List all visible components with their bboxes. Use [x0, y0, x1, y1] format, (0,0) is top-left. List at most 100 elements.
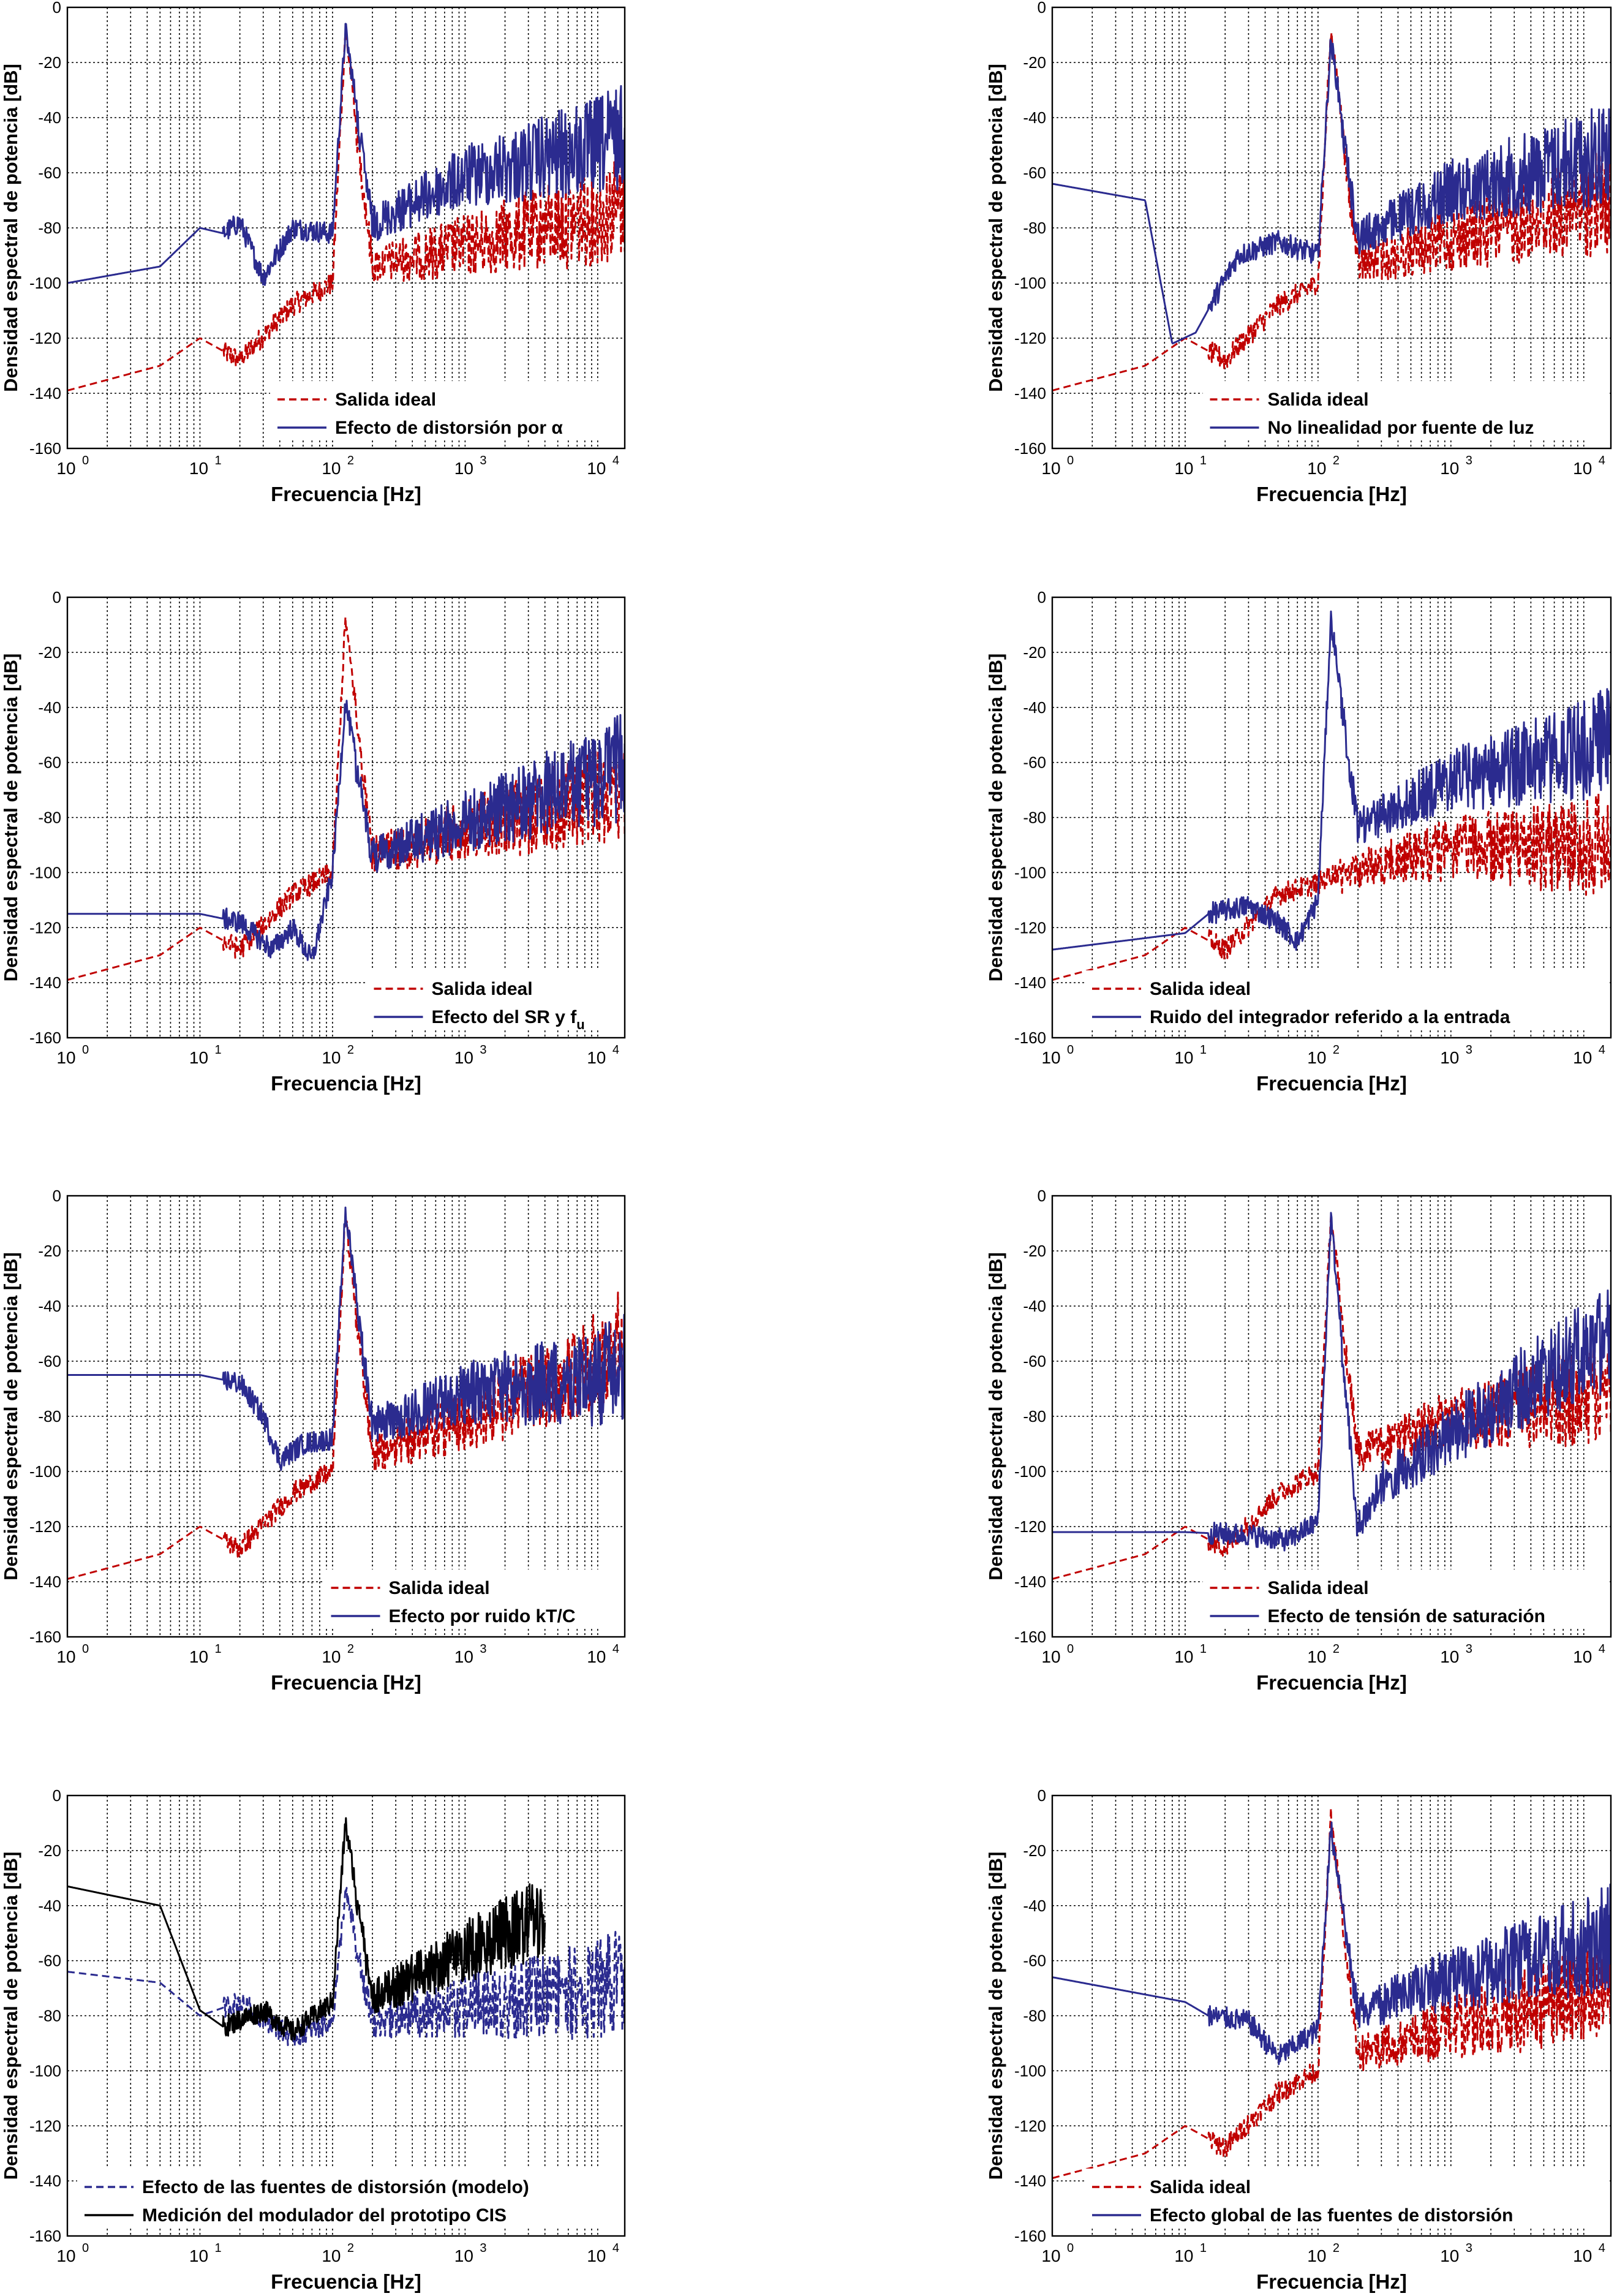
y-tick-label: -40 — [1023, 698, 1046, 717]
legend-label: Salida ideal — [1268, 1578, 1369, 1598]
y-tick-label: -20 — [1023, 1841, 1046, 1860]
legend-label: Medición del modulador del prototipo CIS — [142, 2205, 507, 2226]
legend: Salida ideal Efecto de distorsión por α — [270, 381, 622, 440]
legend-box — [270, 381, 622, 440]
x-tick-exponent: 2 — [1333, 1642, 1340, 1656]
x-tick-exponent: 0 — [1067, 1043, 1074, 1057]
x-tick-exponent: 2 — [1333, 1043, 1340, 1057]
y-tick-label: 0 — [1038, 1786, 1046, 1805]
legend-box — [1085, 2169, 1608, 2227]
y-tick-label: -140 — [29, 1573, 61, 1591]
y-axis-label: Densidad espectral de potencia [dB] — [985, 64, 1006, 392]
y-tick-label: -40 — [38, 698, 61, 717]
y-tick-label: -60 — [38, 1952, 61, 1970]
x-tick-label: 10 — [1440, 1647, 1459, 1666]
x-tick-label: 10 — [1041, 1647, 1060, 1666]
y-tick-label: -60 — [38, 753, 61, 772]
x-tick-label: 10 — [1573, 1647, 1592, 1666]
x-tick-label: 10 — [189, 1647, 208, 1666]
y-tick-label: -140 — [29, 384, 61, 402]
x-tick-exponent: 0 — [82, 1642, 89, 1656]
x-axis-label: Frecuencia [Hz] — [271, 1072, 421, 1095]
x-tick-exponent: 0 — [82, 2241, 89, 2255]
axes-frame — [66, 1794, 626, 2237]
x-tick-label: 10 — [454, 1048, 473, 1067]
y-tick-label: -120 — [1014, 2117, 1046, 2135]
series-line-1 — [1052, 792, 1611, 981]
series-line-1 — [67, 616, 625, 981]
axes-frame — [66, 6, 626, 450]
y-tick-label: -140 — [29, 2172, 61, 2190]
legend: Salida ideal No linealidad por fuente de … — [1202, 381, 1608, 440]
y-tick-label: -160 — [1014, 439, 1046, 458]
y-tick-label: -100 — [1014, 274, 1046, 292]
x-tick-exponent: 3 — [480, 454, 486, 467]
series-line-2 — [67, 1206, 625, 1471]
x-tick-exponent: 1 — [214, 1043, 221, 1057]
y-tick-label: -40 — [1023, 108, 1046, 127]
x-tick-label: 10 — [1174, 1048, 1193, 1067]
y-tick-label: -140 — [29, 973, 61, 992]
x-tick-exponent: 1 — [1200, 1043, 1207, 1057]
y-tick-label: -160 — [1014, 2227, 1046, 2245]
x-tick-label: 10 — [1307, 2246, 1326, 2265]
y-tick-label: -120 — [29, 329, 61, 347]
x-tick-label: 10 — [56, 2246, 75, 2265]
x-tick-exponent: 3 — [480, 1043, 486, 1057]
y-axis-label: Densidad espectral de potencia [dB] — [985, 1852, 1006, 2180]
y-tick-label: -80 — [1023, 219, 1046, 237]
y-tick-label: -100 — [29, 863, 61, 882]
x-tick-label: 10 — [322, 1647, 341, 1666]
x-axis-label: Frecuencia [Hz] — [271, 2270, 421, 2293]
y-tick-label: -100 — [1014, 863, 1046, 882]
y-tick-label: -160 — [1014, 1029, 1046, 1047]
x-tick-label: 10 — [322, 1048, 341, 1067]
x-tick-exponent: 4 — [1599, 1043, 1605, 1057]
x-tick-label: 10 — [189, 1048, 208, 1067]
y-tick-label: -120 — [1014, 329, 1046, 347]
x-tick-exponent: 4 — [612, 1043, 619, 1057]
x-tick-exponent: 2 — [347, 2241, 354, 2255]
y-tick-label: -120 — [1014, 918, 1046, 937]
x-tick-exponent: 4 — [1599, 2241, 1605, 2255]
x-axis-label: Frecuencia [Hz] — [271, 483, 421, 505]
legend-label: Efecto de las fuentes de distorsión (mod… — [142, 2177, 529, 2197]
y-tick-label: -60 — [38, 1352, 61, 1370]
x-tick-exponent: 3 — [1466, 1043, 1472, 1057]
grid — [67, 1796, 625, 2236]
y-tick-label: -80 — [38, 1407, 61, 1426]
y-tick-label: -60 — [1023, 164, 1046, 182]
y-axis-label: Densidad espectral de potencia [dB] — [0, 654, 21, 982]
series-line-1 — [67, 29, 625, 391]
x-tick-exponent: 4 — [612, 454, 619, 467]
axes-frame — [66, 596, 626, 1039]
x-tick-exponent: 2 — [347, 454, 354, 467]
legend-box — [1202, 1569, 1608, 1628]
y-tick-label: 0 — [1038, 588, 1046, 606]
y-tick-label: -40 — [38, 1897, 61, 1915]
legend-label: Salida ideal — [1268, 390, 1369, 410]
y-axis-label: Densidad espectral de potencia [dB] — [985, 654, 1006, 982]
y-tick-label: -160 — [1014, 1628, 1046, 1646]
y-tick-label: -80 — [1023, 809, 1046, 827]
x-tick-label: 10 — [587, 1048, 606, 1067]
y-tick-label: -40 — [1023, 1897, 1046, 1915]
plot-area — [1052, 31, 1611, 391]
grid — [1052, 1796, 1611, 2236]
x-axis-label: Frecuencia [Hz] — [271, 1671, 421, 1694]
x-tick-exponent: 4 — [612, 1642, 619, 1656]
y-tick-label: -40 — [1023, 1297, 1046, 1315]
x-tick-exponent: 2 — [347, 1043, 354, 1057]
legend-box — [1202, 381, 1608, 440]
x-tick-exponent: 1 — [1200, 454, 1207, 467]
y-tick-label: -80 — [1023, 1407, 1046, 1426]
y-tick-label: -20 — [1023, 643, 1046, 662]
x-axis-label: Frecuencia [Hz] — [1256, 1671, 1407, 1694]
y-tick-label: 0 — [1038, 1187, 1046, 1205]
